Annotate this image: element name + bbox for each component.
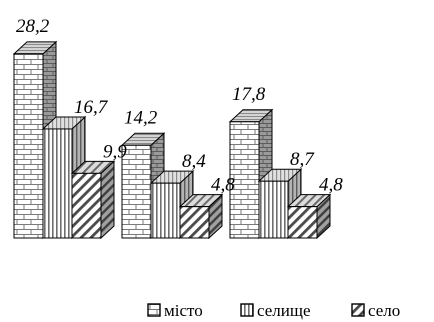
bar-side-face <box>100 160 115 240</box>
data-label: 8,7 <box>290 149 315 170</box>
legend: місто селище село <box>147 301 400 320</box>
bar-front-face <box>71 172 102 239</box>
legend-swatch <box>240 303 254 317</box>
bar-село-2 <box>178 193 224 240</box>
legend-item-місто: місто <box>147 301 203 320</box>
bar-front-face <box>121 144 152 239</box>
bar-front-face <box>287 206 318 239</box>
bar-front-face <box>13 53 44 239</box>
legend-label: село <box>368 301 400 320</box>
legend-label: селище <box>257 301 311 320</box>
legend-item-селище: селище <box>240 301 311 320</box>
bar-село-1 <box>70 160 116 240</box>
data-label: 17,8 <box>232 84 266 105</box>
data-labels-layer: 28,216,79,914,28,44,817,88,74,8 <box>16 16 343 196</box>
data-label: 4,8 <box>319 175 343 196</box>
bar-front-face <box>258 180 289 239</box>
bar-front-face <box>42 128 73 239</box>
bar-front-face <box>179 206 210 239</box>
data-label: 8,4 <box>182 151 206 172</box>
data-label: 9,9 <box>103 141 127 162</box>
data-label: 16,7 <box>74 97 109 118</box>
legend-swatch <box>147 303 161 317</box>
bars-layer <box>12 40 332 240</box>
data-label: 4,8 <box>211 175 235 196</box>
bar-село-3 <box>286 193 332 240</box>
bar-front-face <box>229 121 260 239</box>
data-label: 28,2 <box>16 16 50 37</box>
data-label: 14,2 <box>124 107 158 128</box>
legend-swatch <box>351 303 365 317</box>
legend-item-село: село <box>351 301 400 320</box>
bar-селище-2 <box>149 170 195 240</box>
bar-front-face <box>150 182 181 239</box>
legend-label: місто <box>164 301 203 320</box>
